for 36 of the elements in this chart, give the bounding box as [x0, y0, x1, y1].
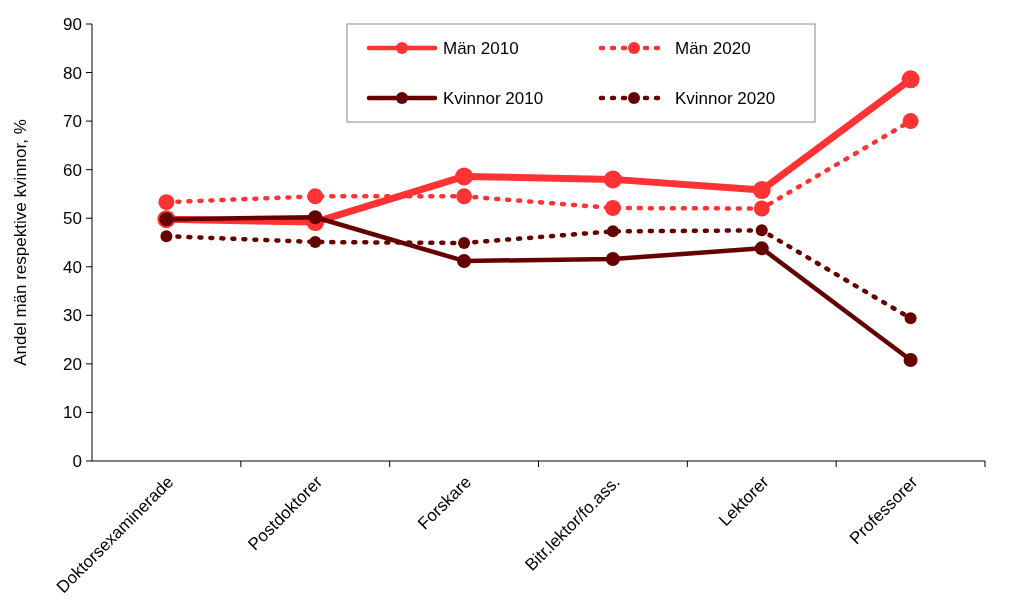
- y-tick-label: 30: [63, 306, 82, 326]
- point: [606, 225, 619, 238]
- y-tick-label: 90: [63, 14, 82, 34]
- y-tick-label: 20: [63, 354, 82, 374]
- y-tick-label: 10: [63, 403, 82, 423]
- point: [903, 353, 918, 367]
- point: [458, 236, 471, 249]
- y-axis-title: Andel män respektive kvinnor, %: [11, 119, 30, 366]
- point: [753, 200, 770, 217]
- point: [755, 224, 768, 237]
- point: [752, 181, 771, 200]
- legend-label: Män 2020: [675, 38, 751, 58]
- legend-label: Kvinnor 2020: [675, 88, 776, 108]
- point: [902, 113, 919, 130]
- point: [307, 188, 324, 205]
- legend-label: Kvinnor 2010: [443, 88, 544, 108]
- point: [308, 210, 323, 225]
- y-tick-label: 50: [63, 209, 82, 229]
- point: [457, 253, 472, 268]
- y-tick-label: 40: [63, 257, 82, 277]
- point: [456, 188, 473, 205]
- point: [603, 170, 622, 189]
- point: [158, 194, 175, 211]
- point: [605, 252, 620, 267]
- point: [904, 312, 917, 325]
- y-tick-label: 70: [63, 112, 82, 132]
- legend-label: Män 2010: [443, 38, 519, 58]
- y-tick-label: 0: [72, 451, 82, 471]
- point: [754, 241, 769, 256]
- y-tick-label: 80: [63, 63, 82, 83]
- point: [901, 70, 920, 89]
- point: [309, 236, 322, 249]
- point: [160, 230, 173, 243]
- point: [604, 200, 621, 217]
- point: [455, 167, 474, 186]
- y-tick-label: 60: [63, 160, 82, 180]
